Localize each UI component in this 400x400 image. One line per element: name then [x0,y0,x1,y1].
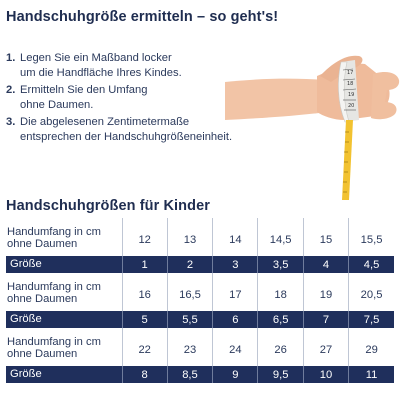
hand-circumference-row: Handumfang in cm ohne Daumen 22 23 24 26… [6,328,394,366]
row-label-circumference: Handumfang in cm ohne Daumen [7,280,101,306]
instruction-step: 1. Legen Sie ein Maßband locker um die H… [6,51,256,80]
row-label-circumference: Handumfang in cm ohne Daumen [7,335,101,361]
tape-ticks [342,68,357,111]
size-cell: 10 [302,366,349,383]
cm-cell: 20,5 [348,273,394,311]
tape-number: 19 [348,92,354,98]
size-cell: 9 [212,366,258,383]
cm-cell: 26 [257,328,304,366]
size-row: Größe 8 8,5 9 9,5 10 11 [6,366,394,383]
instruction-step: 3. Die abgelesenen Zentimetermaße entspr… [6,115,256,144]
tape-number: 20 [348,103,354,109]
cm-cell: 15 [302,218,349,256]
row-label-size: Größe [6,311,122,328]
hand-measuring-illustration: 17 18 19 20 [225,55,400,200]
size-cell: 8,5 [166,366,213,383]
size-cell: 1 [121,256,168,273]
instruction-list: 1. Legen Sie ein Maßband locker um die H… [6,51,256,147]
hand-circumference-row: Handumfang in cm ohne Daumen 16 16,5 17 … [6,273,394,311]
cm-cell: 29 [348,328,394,366]
step-number: 1. [6,52,16,64]
cm-cell: 12 [121,218,168,256]
cm-cell: 16 [121,273,168,311]
size-chart-table: Handumfang in cm ohne Daumen 12 13 14 14… [6,218,394,383]
size-cell: 6,5 [257,311,304,328]
hand-circumference-row: Handumfang in cm ohne Daumen 12 13 14 14… [6,218,394,256]
cm-cell: 24 [212,328,258,366]
instruction-step: 2. Ermitteln Sie den Umfang ohne Daumen. [6,83,256,112]
size-cell: 7,5 [348,311,394,328]
size-row: Größe 5 5,5 6 6,5 7 7,5 [6,311,394,328]
size-cell: 4,5 [348,256,394,273]
page-title: Handschuhgröße ermitteln – so geht's! [6,9,279,25]
size-cell: 5,5 [166,311,213,328]
cm-cell: 19 [302,273,349,311]
cm-cell: 14,5 [257,218,304,256]
size-cell: 5 [121,311,168,328]
hanging-tape-ticks [343,131,349,193]
row-label-circumference: Handumfang in cm ohne Daumen [7,225,101,251]
cm-cell: 14 [212,218,258,256]
step-number: 3. [6,116,16,128]
cm-cell: 16,5 [166,273,213,311]
cm-cell: 22 [121,328,168,366]
fingers-shape [371,72,400,120]
table-title: Handschuhgrößen für Kinder [6,198,210,214]
size-cell: 3,5 [257,256,304,273]
step-text: Legen Sie ein Maßband locker um die Hand… [20,52,182,79]
size-cell: 8 [121,366,168,383]
size-cell: 11 [348,366,394,383]
cm-cell: 17 [212,273,258,311]
step-text: Die abgelesenen Zentimetermaße entsprech… [20,116,233,143]
size-cell: 3 [212,256,258,273]
cm-cell: 13 [166,218,213,256]
size-row: Größe 1 2 3 3,5 4 4,5 [6,256,394,273]
tape-number: 17 [347,70,353,76]
size-cell: 4 [302,256,349,273]
row-label-size: Größe [6,366,122,383]
step-text: Ermitteln Sie den Umfang ohne Daumen. [20,84,148,111]
size-cell: 9,5 [257,366,304,383]
size-cell: 6 [212,311,258,328]
cm-cell: 15,5 [348,218,394,256]
cm-cell: 27 [302,328,349,366]
cm-cell: 18 [257,273,304,311]
hanging-tape [342,120,353,200]
step-number: 2. [6,84,16,96]
size-cell: 2 [166,256,213,273]
size-cell: 7 [302,311,349,328]
tape-number: 18 [347,81,353,87]
row-label-size: Größe [6,256,122,273]
arm-shape [225,78,327,120]
cm-cell: 23 [166,328,213,366]
